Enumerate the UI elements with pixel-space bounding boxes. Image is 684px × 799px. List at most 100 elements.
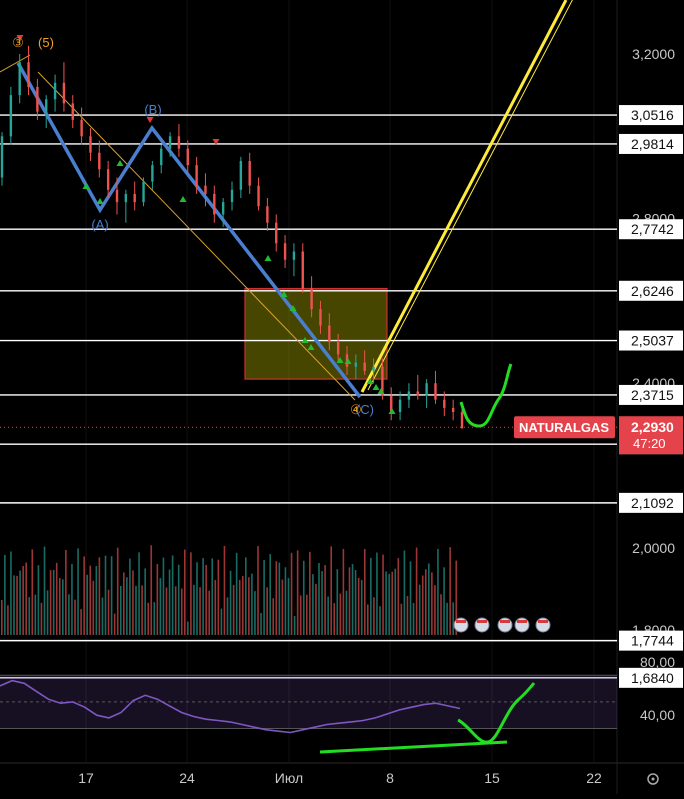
volume-bar xyxy=(193,584,195,635)
volume-bar xyxy=(266,587,268,635)
volume-bar xyxy=(211,558,214,635)
candle-body xyxy=(310,288,313,310)
x-axis-tick: 8 xyxy=(386,770,394,786)
volume-bar xyxy=(89,565,92,635)
volume-bar xyxy=(424,569,427,635)
volume-bar xyxy=(373,597,375,635)
x-axis-tick: 15 xyxy=(484,770,500,786)
volume-bar xyxy=(202,558,204,635)
volume-bar xyxy=(412,602,415,635)
candle-body xyxy=(0,136,4,178)
yellow-projection xyxy=(360,0,568,393)
volume-bar xyxy=(104,555,107,635)
price-line-label: 1,6840 xyxy=(631,670,674,686)
buy-signal-icon xyxy=(289,305,297,311)
price-line-label-box xyxy=(619,492,683,513)
volume-bar xyxy=(144,568,146,635)
volume-bar xyxy=(452,602,454,635)
volume-bar xyxy=(379,606,381,635)
volume-bar xyxy=(80,609,82,635)
current-price-countdown: 47:20 xyxy=(633,436,666,451)
volume-bar xyxy=(62,579,64,635)
volume-bar xyxy=(434,585,436,635)
volume-bar xyxy=(74,599,76,635)
volume-bar xyxy=(205,564,207,635)
candle-body xyxy=(115,189,119,203)
candle-body xyxy=(416,391,419,396)
volume-bar xyxy=(232,584,235,635)
candle-body xyxy=(434,383,437,400)
volume-bar xyxy=(336,569,339,635)
volume-bar xyxy=(223,545,226,635)
buy-signal-icon xyxy=(82,183,90,189)
price-line-label-box xyxy=(619,330,683,351)
volume-bar xyxy=(162,557,165,635)
candle-body xyxy=(168,136,172,149)
candle-body xyxy=(398,399,402,413)
volume-bar xyxy=(187,621,189,635)
wave-label: (5) xyxy=(38,35,54,50)
volume-bar xyxy=(43,546,46,635)
current-price-badge xyxy=(619,416,683,455)
volume-bar xyxy=(55,562,58,635)
volume-bar xyxy=(269,554,271,635)
volume-bar xyxy=(394,568,397,635)
volume-bar xyxy=(241,575,244,635)
volume-bar xyxy=(327,596,329,635)
price-line-label: 2,5037 xyxy=(631,333,674,349)
buy-signal-icon xyxy=(179,196,187,202)
volume-bar xyxy=(251,573,253,635)
volume-bar xyxy=(107,589,110,635)
volume-bar xyxy=(431,572,433,635)
volume-bar xyxy=(449,547,451,635)
candle-body xyxy=(372,366,375,371)
candle-body xyxy=(9,95,13,137)
x-axis-tick: 22 xyxy=(586,770,602,786)
volume-bar xyxy=(321,571,323,635)
price-line-label-box xyxy=(619,384,683,405)
candle-body xyxy=(301,251,304,289)
volume-bar xyxy=(153,602,156,635)
volume-bar xyxy=(98,557,101,635)
event-flag-stripe xyxy=(477,620,487,623)
buy-signal-icon xyxy=(388,408,396,414)
candle-body xyxy=(275,222,278,244)
volume-bar xyxy=(46,590,49,635)
volume-bar xyxy=(281,579,284,635)
volume-bar xyxy=(126,577,128,635)
volume-bar xyxy=(367,604,369,635)
event-flag-stripe xyxy=(538,620,548,623)
volume-bar xyxy=(245,557,247,635)
candle-body xyxy=(230,189,234,203)
candle-body xyxy=(18,62,21,96)
volume-bar xyxy=(86,574,88,635)
candle-body xyxy=(239,160,243,190)
candle-body xyxy=(336,342,340,355)
volume-bar xyxy=(16,575,18,635)
candle-body xyxy=(363,362,366,371)
volume-bar xyxy=(229,570,232,635)
volume-bar xyxy=(180,588,183,635)
volume-bar xyxy=(220,608,223,635)
volume-bar xyxy=(141,585,143,635)
volume-bar xyxy=(238,579,241,635)
volume-bar xyxy=(31,549,34,635)
volume-bar xyxy=(40,602,43,635)
candle-body xyxy=(460,412,464,429)
candle-body xyxy=(204,185,207,194)
volume-bar xyxy=(290,552,293,635)
y-axis-tick: 3,2000 xyxy=(632,46,675,62)
volume-bar xyxy=(28,597,31,635)
volume-bar xyxy=(260,612,262,635)
buy-signal-icon xyxy=(344,358,352,364)
volume-bar xyxy=(351,564,354,635)
candle-body xyxy=(151,165,154,182)
candle-body xyxy=(80,119,83,137)
volume-bar xyxy=(287,578,290,635)
price-line-label: 2,1092 xyxy=(631,495,674,511)
price-line-label-box xyxy=(619,280,683,301)
volume-bar xyxy=(235,552,238,635)
